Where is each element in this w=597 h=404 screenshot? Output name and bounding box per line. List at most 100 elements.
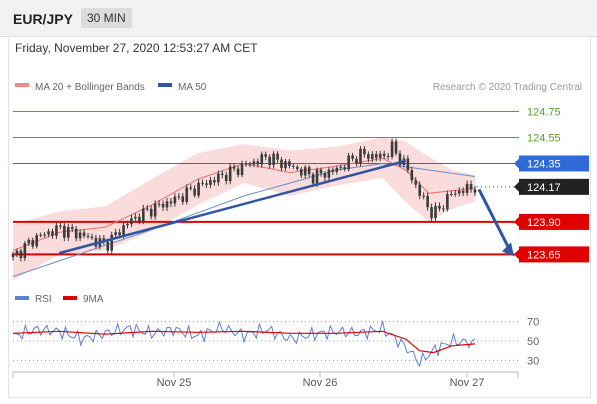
- candle-body: [386, 155, 390, 157]
- candle-body: [51, 231, 54, 236]
- candle-body: [19, 250, 23, 259]
- candle-body: [339, 167, 343, 169]
- candle-body: [418, 184, 422, 196]
- research-credit: Research © 2020 Trading Central: [433, 82, 582, 93]
- rsi-ma-legend-label: 9MA: [83, 294, 104, 305]
- candle-body: [205, 183, 208, 185]
- candle-body: [110, 234, 114, 251]
- rsi-legend-label: RSI: [35, 294, 52, 305]
- candle-body: [122, 225, 125, 236]
- candle-body: [31, 239, 35, 247]
- candle-body: [299, 168, 303, 176]
- candle-body: [70, 227, 74, 229]
- candle-body: [66, 227, 70, 238]
- candle-body: [236, 168, 240, 176]
- candle-body: [268, 156, 271, 166]
- chart-frame: [8, 36, 591, 398]
- uptrend-line: [58, 159, 407, 255]
- candle-body: [406, 158, 410, 171]
- timeframe-badge[interactable]: 30 MIN: [81, 8, 132, 28]
- ma50-legend-swatch: [158, 83, 172, 87]
- forecast-arrow-line: [477, 188, 512, 252]
- last-price-label-box: [519, 178, 589, 195]
- candle-body: [331, 169, 335, 172]
- candle-body: [55, 225, 58, 236]
- level-label: 123.65: [527, 249, 561, 261]
- candle-body: [59, 225, 62, 227]
- candle-body: [410, 170, 414, 181]
- candle-body: [378, 153, 382, 158]
- candle-body: [292, 165, 295, 167]
- level-label: 124.55: [527, 132, 561, 144]
- candle-body: [284, 161, 287, 169]
- candle-body: [394, 141, 398, 154]
- candle-body: [213, 180, 216, 183]
- candle-body: [438, 205, 441, 209]
- resistance-label-box: [519, 155, 589, 172]
- candle-body: [39, 234, 42, 236]
- candle-body: [193, 188, 196, 196]
- candle-body: [398, 153, 402, 166]
- candle-body: [355, 158, 358, 164]
- candle-body: [343, 167, 346, 170]
- currency-pair-title: EUR/JPY: [13, 11, 73, 27]
- candle-body: [224, 174, 228, 182]
- candle-body: [177, 196, 181, 198]
- candle-body: [414, 180, 418, 185]
- candle-body: [434, 205, 437, 219]
- candle-body: [149, 208, 153, 217]
- candle-body: [351, 155, 354, 159]
- rsi-tick-label: 30: [527, 355, 539, 367]
- candle-body: [232, 166, 236, 169]
- rsi-ma-legend-swatch: [63, 296, 77, 300]
- candle-body: [173, 196, 177, 204]
- candle-body: [244, 163, 248, 165]
- candle-body: [426, 195, 429, 208]
- candle-body: [86, 235, 90, 237]
- ma20-line: [12, 157, 476, 251]
- candle-body: [47, 231, 50, 235]
- candle-body: [311, 174, 315, 184]
- candle-body: [288, 161, 291, 166]
- label-pointer: [514, 181, 519, 192]
- candle-body: [264, 154, 268, 157]
- candle-body: [118, 232, 121, 236]
- candle-body: [371, 153, 374, 159]
- candle-body: [169, 201, 173, 204]
- candle-body: [382, 153, 386, 156]
- support-label-box: [519, 246, 589, 263]
- level-label: 124.17: [527, 182, 561, 194]
- candle-body: [307, 167, 311, 175]
- candle-body: [319, 169, 323, 174]
- candle-body: [165, 201, 169, 208]
- candle-body: [63, 225, 66, 238]
- candle-body: [450, 194, 453, 196]
- rsi-tick-label: 50: [527, 336, 539, 348]
- level-label: 124.75: [527, 106, 561, 118]
- candle-body: [181, 196, 185, 202]
- candle-body: [35, 235, 38, 247]
- candle-body: [138, 216, 141, 223]
- candle-body: [252, 161, 256, 165]
- candle-body: [327, 169, 331, 178]
- rsi-ma-line: [12, 330, 476, 354]
- candle-body: [157, 203, 161, 205]
- candle-body: [134, 216, 137, 219]
- x-tick-label: Nov 27: [450, 377, 485, 389]
- candle-body: [153, 203, 157, 217]
- candle-body: [315, 169, 319, 184]
- candle-body: [256, 161, 260, 165]
- candle-body: [209, 180, 212, 185]
- chart-datetime: Friday, November 27, 2020 12:53:27 AM CE…: [15, 41, 258, 55]
- label-pointer: [514, 249, 519, 260]
- x-tick-label: Nov 26: [303, 377, 338, 389]
- candle-body: [145, 208, 149, 210]
- candle-body: [276, 153, 279, 160]
- candle-body: [161, 203, 165, 208]
- candle-body: [323, 173, 327, 178]
- candle-body: [363, 148, 366, 155]
- candle-body: [217, 173, 220, 183]
- ma20-legend-label: MA 20 + Bollinger Bands: [35, 82, 145, 93]
- candle-body: [335, 167, 339, 172]
- candle-body: [23, 243, 27, 259]
